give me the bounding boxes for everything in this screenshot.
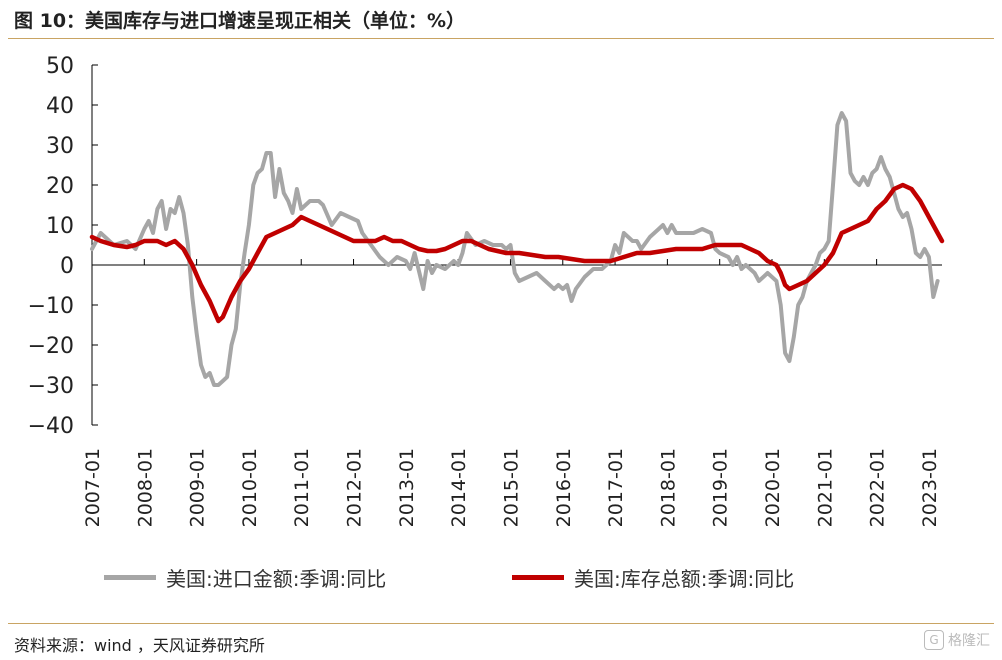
y-tick-label: 20 [46,174,74,199]
x-tick-label: 2023-01 [919,448,941,527]
x-tick-label: 2007-01 [82,448,104,527]
y-tick-label: −20 [28,334,74,359]
series-line-inventory [89,182,945,324]
x-tick-label: 2009-01 [187,448,209,527]
x-tick-label: 2020-01 [762,448,784,527]
watermark: G 格隆汇 [924,630,990,650]
y-tick-label: 40 [46,94,74,119]
legend-label-inventory: 美国:库存总额:季调:同比 [574,567,795,591]
chart-canvas: 50 40 30 20 10 0 −10 −20 −30 −40 2007-01 2008-01 200… [28,54,945,527]
legend-item-inventory: 美国:库存总额:季调:同比 [512,563,794,592]
x-tick-label: 2012-01 [344,448,366,527]
legend-swatch-import [104,575,156,580]
y-tick-label: 10 [46,214,74,239]
y-tick-label: 50 [46,54,74,79]
legend-swatch-inventory [512,575,564,580]
x-tick-label: 2015-01 [500,448,522,527]
source-note: 资料来源：wind ，天风证券研究所 [14,636,265,655]
x-tick-label: 2014-01 [448,448,470,527]
x-tick-label: 2008-01 [134,448,156,527]
y-tick-label: −30 [28,374,74,399]
x-tick-label: 2018-01 [657,448,679,527]
y-tick-label: 0 [60,254,74,279]
y-tick-label: −40 [28,414,74,439]
watermark-text: 格隆汇 [948,633,990,649]
legend-item-import: 美国:进口金额:季调:同比 [104,563,386,592]
y-tick-label: −10 [28,294,74,319]
x-tick-label: 2010-01 [239,448,261,527]
footer-divider [8,623,994,624]
x-tick-label: 2019-01 [710,448,732,527]
x-tick-label: 2017-01 [605,448,627,527]
x-tick-label: 2022-01 [867,448,889,527]
chart-title: 图 10：美国库存与进口增速呈现正相关（单位：%） [14,10,466,32]
legend-label-import: 美国:进口金额:季调:同比 [166,567,387,591]
watermark-logo-icon: G [924,630,944,650]
y-tick-label: 30 [46,134,74,159]
title-divider [8,38,994,39]
x-tick-label: 2013-01 [396,448,418,527]
series-line-import [90,111,940,387]
x-tick-label: 2016-01 [553,448,575,527]
x-tick-label: 2021-01 [814,448,836,527]
x-tick-label: 2011-01 [291,448,313,527]
